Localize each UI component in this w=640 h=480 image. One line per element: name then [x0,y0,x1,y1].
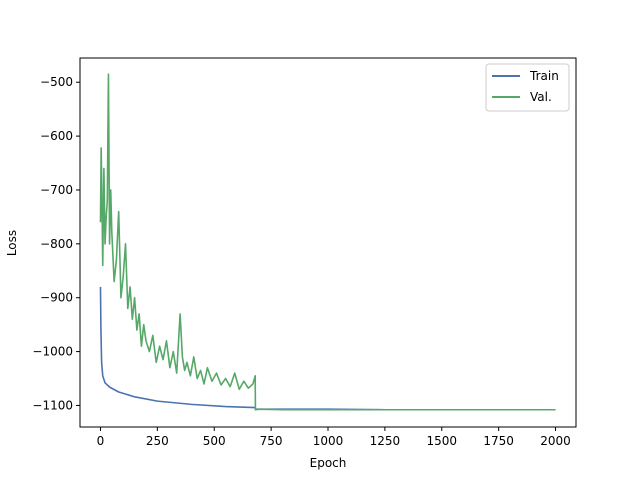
x-tick-label: 250 [146,434,169,448]
legend-label-val: Val. [530,90,552,104]
x-tick-label: 2000 [540,434,571,448]
x-tick-label: 1000 [313,434,344,448]
plot-area [99,73,556,411]
y-tick-label: −1000 [32,345,73,359]
x-tick-label: 1250 [370,434,401,448]
legend-label-train: Train [529,69,559,83]
x-tick-label: 1750 [483,434,514,448]
x-tick-label: 1500 [426,434,457,448]
legend: Train Val. [485,63,570,112]
y-tick-label: −700 [40,183,73,197]
y-axis: −1100 −1000 −900 −800 −700 −600 −500 [32,75,80,412]
y-tick-label: −1100 [32,398,73,412]
x-axis: 0 250 500 750 1000 1250 1500 1750 2000 [97,427,571,448]
x-axis-label: Epoch [310,456,347,470]
x-tick-label: 500 [203,434,226,448]
y-tick-label: −800 [40,237,73,251]
x-tick-label: 750 [260,434,283,448]
y-axis-label: Loss [5,230,19,256]
y-tick-label: −500 [40,75,73,89]
x-tick-label: 0 [97,434,105,448]
series-line-val [99,73,556,411]
y-tick-label: −900 [40,291,73,305]
y-tick-label: −600 [40,129,73,143]
